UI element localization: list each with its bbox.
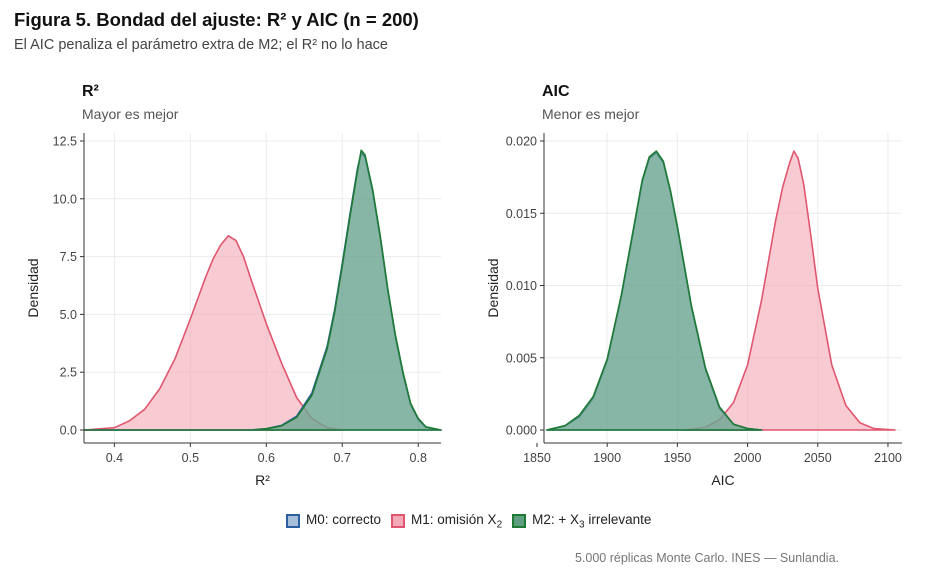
panel1-xtick-label-3: 0.7	[334, 451, 351, 465]
panel1-xtick-label-1: 0.5	[182, 451, 199, 465]
panel1-ytick-label-1: 2.5	[60, 366, 77, 380]
panel1-ytick-label-2: 5.0	[60, 308, 77, 322]
panel2-xtick-label-0: 1850	[523, 451, 551, 465]
legend-swatch-m1	[391, 514, 406, 529]
panel2-xtick-label-4: 2050	[804, 451, 832, 465]
panel1-xtick-label-0: 0.4	[106, 451, 123, 465]
panel1-xtick-label-2: 0.6	[258, 451, 275, 465]
panel1-ylabel: Densidad	[25, 258, 41, 317]
legend-item-m0: M0: correcto	[286, 512, 381, 531]
legend-label-m1: M1: omisión X2	[411, 512, 503, 531]
legend: M0: correcto M1: omisión X2 M2: + X3 irr…	[286, 512, 661, 531]
panel2-xtick-label-1: 1900	[593, 451, 621, 465]
panel2-xlabel: AIC	[711, 472, 734, 488]
legend-item-m1: M1: omisión X2	[391, 512, 502, 531]
legend-label-m0: M0: correcto	[306, 512, 382, 527]
panel2-ytick-label-1: 0.005	[506, 351, 537, 365]
panel2-xtick-label-3: 2000	[734, 451, 762, 465]
legend-item-m2: M2: + X3 irrelevante	[512, 512, 651, 531]
panel2-ytick-label-3: 0.015	[506, 207, 537, 221]
panel2-subtitle: Menor es mejor	[542, 106, 640, 122]
panel1-xtick-label-4: 0.8	[410, 451, 427, 465]
figure-caption: 5.000 réplicas Monte Carlo. INES — Sunla…	[574, 551, 839, 565]
panel1-ytick-label-0: 0.0	[60, 424, 77, 438]
panel1-area-m2	[83, 149, 442, 431]
figure-subtitle: El AIC penaliza el parámetro extra de M2…	[14, 37, 388, 53]
figure-title: Figura 5. Bondad del ajuste: R² y AIC (n…	[14, 9, 419, 30]
panel1-ytick-label-5: 12.5	[53, 135, 77, 149]
legend-swatch-m2	[512, 514, 527, 529]
panel2-ytick-label-4: 0.020	[506, 135, 537, 149]
panel2-ytick-label-0: 0.000	[506, 424, 537, 438]
panel1-ytick-label-3: 7.5	[60, 250, 77, 264]
legend-swatch-m0	[286, 514, 300, 529]
panel2-xtick-label-5: 2100	[874, 451, 902, 465]
panel2-title: AIC	[542, 83, 570, 100]
panel2-ytick-label-2: 0.010	[506, 279, 537, 293]
panel1-title: R²	[82, 83, 99, 100]
legend-label-m2: M2: + X3 irrelevante	[532, 512, 652, 531]
panel2-area-m2	[546, 150, 763, 431]
panel2-ylabel: Densidad	[485, 258, 501, 317]
panel1-area-m1	[83, 234, 344, 431]
panel2-area-m1	[683, 150, 896, 431]
panel2-xtick-label-2: 1950	[663, 451, 691, 465]
panel1-ytick-label-4: 10.0	[53, 192, 77, 206]
panel1-xlabel: R²	[255, 472, 270, 488]
panel1-subtitle: Mayor es mejor	[82, 106, 179, 122]
